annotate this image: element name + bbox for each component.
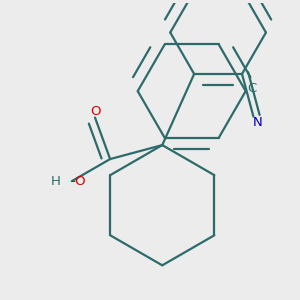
- Text: N: N: [253, 116, 263, 129]
- Text: -O: -O: [70, 175, 86, 188]
- Text: H: H: [51, 175, 61, 188]
- Text: C: C: [248, 82, 257, 95]
- Text: O: O: [90, 105, 100, 118]
